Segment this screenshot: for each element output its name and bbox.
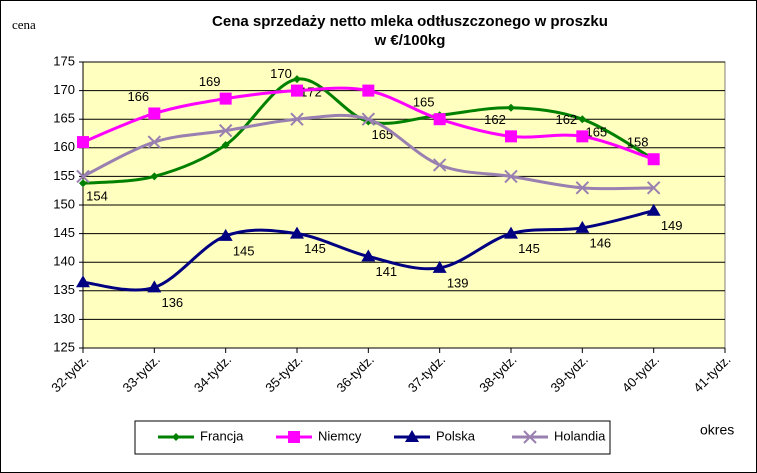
data-label: 139: [447, 275, 469, 290]
marker: [288, 431, 300, 443]
marker: [218, 228, 233, 241]
x-axis-title: okres: [700, 422, 734, 438]
chart-title: Cena sprzedaży netto mleka odtłuszczoneg…: [212, 13, 608, 30]
legend-label: Holandia: [554, 428, 606, 443]
y-tick-label: 165: [53, 111, 75, 126]
data-label: 169: [199, 74, 221, 89]
marker: [361, 249, 376, 262]
data-label: 154: [86, 189, 108, 204]
marker: [77, 136, 89, 149]
marker: [504, 169, 518, 184]
marker: [218, 123, 233, 138]
marker: [646, 181, 661, 195]
marker: [76, 169, 90, 184]
marker: [147, 135, 162, 149]
marker: [291, 84, 303, 97]
marker: [576, 130, 589, 143]
marker: [293, 75, 301, 84]
data-label: 170: [270, 66, 292, 81]
legend-label: Francja: [200, 428, 244, 443]
y-tick-label: 125: [53, 339, 75, 354]
marker: [79, 179, 87, 188]
data-label: 145: [233, 243, 255, 258]
data-label: 145: [518, 241, 540, 256]
y-tick-label: 140: [53, 254, 75, 269]
marker: [647, 153, 660, 166]
y-tick-label: 170: [53, 82, 75, 97]
y-tick-label: 155: [53, 168, 75, 183]
y-tick-label: 135: [53, 282, 75, 297]
data-label: 165: [585, 125, 607, 140]
marker: [432, 158, 447, 172]
marker: [362, 84, 375, 97]
y-tick-label: 160: [53, 139, 75, 154]
marker: [148, 107, 161, 120]
marker: [505, 130, 517, 143]
data-label: 162: [484, 112, 506, 127]
chart-subtitle: w €/100kg: [374, 32, 446, 49]
marker: [219, 92, 232, 105]
marker: [290, 112, 304, 126]
data-label: 141: [375, 264, 397, 279]
y-tick-label: 145: [53, 225, 75, 240]
marker: [405, 430, 419, 442]
marker: [361, 112, 376, 126]
data-label: 158: [627, 135, 649, 150]
data-label: 165: [413, 95, 435, 110]
data-label: 172: [300, 85, 322, 100]
marker: [221, 140, 230, 149]
legend-label: Polska: [436, 428, 476, 443]
data-label: 162: [555, 112, 577, 127]
marker: [433, 113, 446, 126]
marker: [150, 172, 159, 181]
y-axis-title: cena: [12, 17, 36, 32]
marker: [646, 203, 661, 216]
data-label: 166: [127, 89, 149, 104]
data-label: 149: [661, 218, 683, 233]
marker: [432, 260, 447, 273]
marker: [290, 226, 304, 239]
marker: [575, 181, 590, 195]
legend-label: Niemcy: [318, 428, 362, 443]
marker: [76, 275, 90, 288]
marker: [523, 430, 537, 444]
marker: [147, 280, 162, 293]
marker: [575, 220, 590, 233]
marker: [172, 433, 180, 441]
marker: [504, 226, 518, 239]
data-label: 146: [589, 235, 611, 250]
y-tick-label: 130: [53, 311, 75, 326]
marker: [507, 103, 515, 112]
data-label: 136: [161, 295, 183, 310]
y-tick-label: 175: [53, 53, 75, 68]
y-tick-label: 150: [53, 196, 75, 211]
data-label: 145: [304, 241, 326, 256]
marker: [578, 115, 587, 124]
